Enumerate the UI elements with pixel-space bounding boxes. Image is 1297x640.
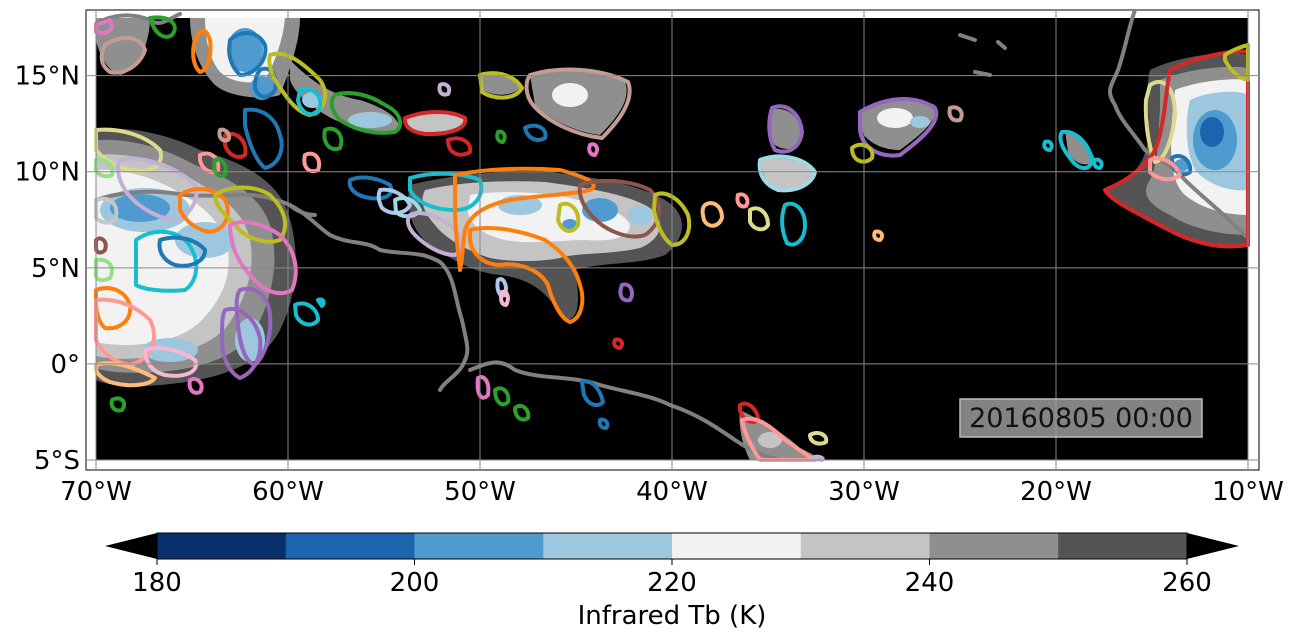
lon-tick-label: 20°W <box>1020 477 1092 507</box>
colorbar-segment <box>800 533 930 559</box>
colorbar-tick-label: 180 <box>132 568 182 598</box>
colorbar-segment <box>1058 533 1188 559</box>
lat-tick-label: 5°S <box>34 446 80 476</box>
lat-tick-label: 0° <box>50 350 80 380</box>
colorbar-segment <box>929 533 1059 559</box>
lon-tick-label: 10°W <box>1212 477 1284 507</box>
colorbar-label: Infrared Tb (K) <box>578 601 767 631</box>
timestamp-label: 20160805 00:00 <box>969 403 1193 434</box>
coastlines <box>94 10 1250 462</box>
lat-tick-label: 10°N <box>14 158 80 188</box>
colorbar-segment <box>543 533 673 559</box>
tracked-object-contours <box>94 15 1250 462</box>
colorbar-under-arrow <box>105 533 157 559</box>
colorbar-tick-label: 240 <box>905 568 955 598</box>
colorbar-over-arrow <box>1187 533 1239 559</box>
colorbar-tick-label: 220 <box>647 568 697 598</box>
colorbar-segment <box>157 533 287 559</box>
colorbar: 180 200 220 240 260 <box>105 532 1239 598</box>
cloud-cluster-east <box>1105 53 1248 246</box>
lon-tick-label: 40°W <box>636 477 708 507</box>
lon-tick-label: 50°W <box>444 477 516 507</box>
lon-tick-label: 60°W <box>252 477 324 507</box>
lon-tick-label: 70°W <box>60 477 132 507</box>
timestamp-box: 20160805 00:00 <box>959 398 1203 438</box>
colorbar-segment <box>414 533 544 559</box>
cloud-cluster-central <box>405 70 682 320</box>
gridlines <box>86 10 1259 470</box>
colorbar-tick-label: 260 <box>1162 568 1212 598</box>
colorbar-segment <box>285 533 415 559</box>
lat-tick-label: 5°N <box>31 254 80 284</box>
cloud-cluster-mideast <box>761 99 1095 192</box>
colorbar-segment <box>672 533 802 559</box>
colorbar-tick-label: 200 <box>390 568 440 598</box>
latitude-tick-labels: 15°N 10°N 5°N 0° 5°S <box>14 62 80 476</box>
longitude-tick-labels: 70°W 60°W 50°W 40°W 30°W 20°W 10°W <box>60 477 1284 507</box>
lon-tick-label: 30°W <box>828 477 900 507</box>
lat-tick-label: 15°N <box>14 62 80 92</box>
